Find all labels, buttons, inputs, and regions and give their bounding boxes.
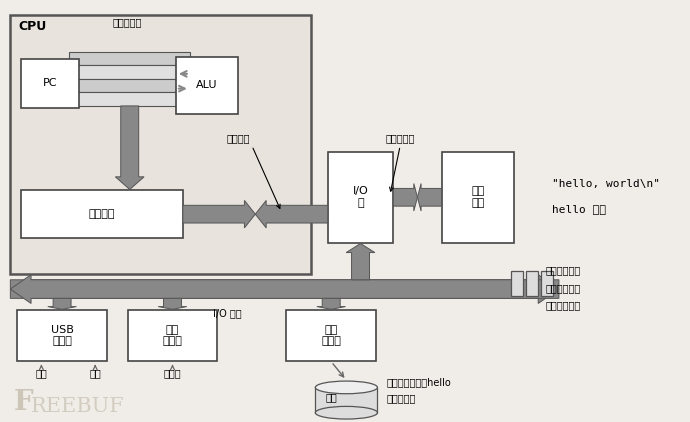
FancyArrow shape — [255, 200, 328, 228]
FancyArrow shape — [317, 298, 346, 309]
Text: 寄存器文件: 寄存器文件 — [113, 17, 142, 27]
Text: 网络适配器一: 网络适配器一 — [545, 283, 580, 293]
FancyArrow shape — [115, 106, 144, 189]
Text: 主存
储器: 主存 储器 — [471, 187, 484, 208]
Text: I/O
桥: I/O 桥 — [353, 187, 368, 208]
FancyArrow shape — [393, 184, 417, 211]
Text: 可执行文件: 可执行文件 — [386, 393, 416, 403]
Text: 显示器: 显示器 — [164, 368, 181, 379]
Bar — [21, 59, 79, 108]
Text: 鼠标: 鼠标 — [35, 368, 48, 379]
Bar — [511, 271, 523, 296]
Text: 磁盘: 磁盘 — [325, 392, 337, 402]
Bar — [69, 92, 190, 106]
Bar — [10, 15, 310, 274]
Text: USB
控制器: USB 控制器 — [50, 325, 74, 346]
Text: REEBUF: REEBUF — [31, 397, 125, 416]
FancyArrow shape — [10, 275, 559, 303]
Bar — [17, 310, 107, 361]
Text: PC: PC — [43, 78, 57, 88]
Bar — [526, 271, 538, 296]
Text: I/O 总线: I/O 总线 — [213, 308, 242, 318]
Text: 键盘: 键盘 — [89, 368, 101, 379]
Bar — [69, 52, 190, 65]
Text: 磁盘
控制器: 磁盘 控制器 — [322, 325, 341, 346]
Text: 扩展槽，留待: 扩展槽，留待 — [545, 265, 580, 275]
Ellipse shape — [315, 406, 377, 419]
FancyArrow shape — [417, 184, 442, 211]
FancyArrow shape — [346, 243, 375, 280]
Bar — [69, 65, 190, 79]
Ellipse shape — [315, 381, 377, 394]
Bar — [176, 57, 238, 114]
Text: "hello, world\n": "hello, world\n" — [552, 179, 660, 189]
Text: CPU: CPU — [19, 20, 47, 33]
FancyArrow shape — [10, 275, 559, 303]
FancyArrow shape — [183, 200, 255, 228]
Bar — [315, 387, 377, 413]
Bar — [541, 271, 553, 296]
FancyArrow shape — [158, 298, 187, 309]
Bar — [128, 310, 217, 361]
Text: 图形
适配器: 图形 适配器 — [163, 325, 182, 346]
Text: 系统总线: 系统总线 — [226, 133, 250, 143]
Bar — [286, 310, 376, 361]
FancyArrow shape — [48, 298, 77, 309]
Text: 类的设备使用: 类的设备使用 — [545, 300, 580, 311]
Text: ALU: ALU — [196, 81, 218, 90]
Text: 存储在磁盘上的hello: 存储在磁盘上的hello — [386, 377, 451, 387]
Bar — [442, 152, 514, 243]
Bar — [21, 190, 183, 238]
Text: F: F — [14, 389, 33, 416]
Bar — [69, 79, 190, 92]
Bar — [328, 152, 393, 243]
Text: hello 代码: hello 代码 — [552, 204, 606, 214]
Text: 总线接口: 总线接口 — [88, 209, 115, 219]
Text: 存储器总线: 存储器总线 — [386, 133, 415, 143]
